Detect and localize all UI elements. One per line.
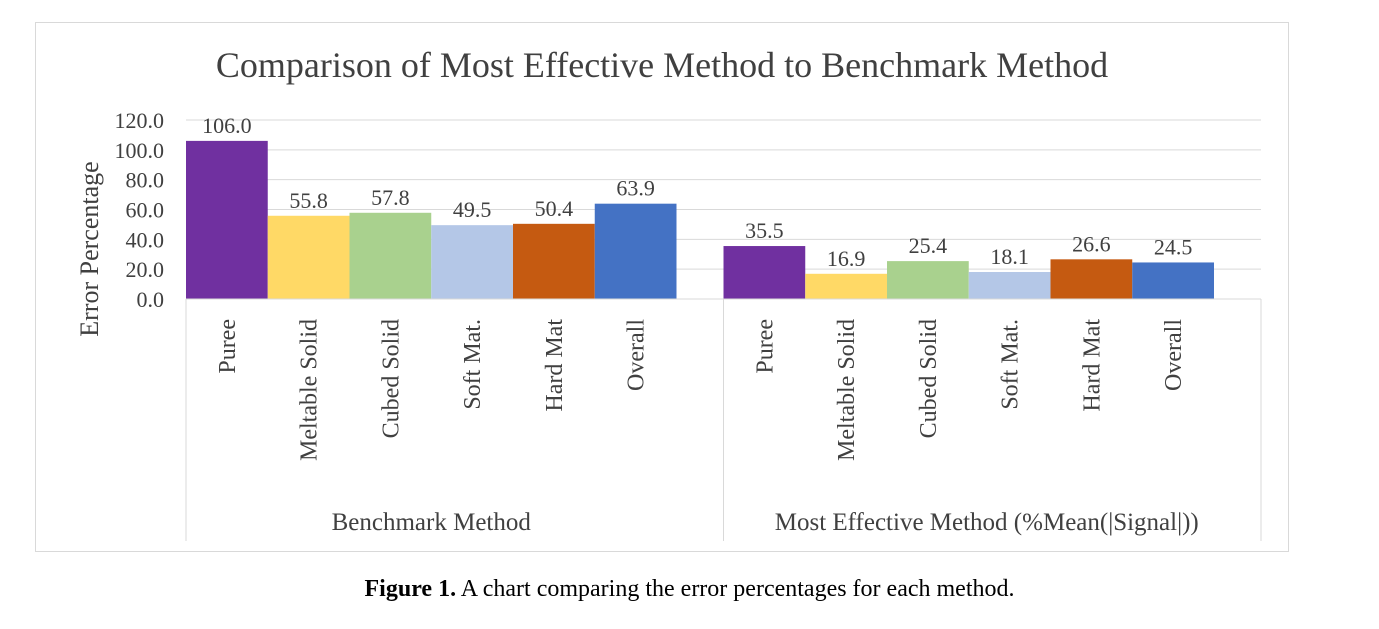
x-tick-label: Cubed Solid bbox=[916, 319, 942, 438]
bar bbox=[513, 223, 595, 299]
data-label: 24.5 bbox=[1154, 234, 1193, 259]
data-label: 57.8 bbox=[371, 185, 410, 210]
data-label: 25.4 bbox=[909, 233, 948, 258]
x-tick-label: Meltable Solid bbox=[297, 319, 323, 461]
y-tick-label: 100.0 bbox=[115, 138, 165, 163]
bar bbox=[887, 261, 969, 299]
x-tick-label: Soft Mat. bbox=[998, 319, 1024, 410]
bar bbox=[1050, 259, 1133, 299]
y-tick-label: 120.0 bbox=[115, 108, 165, 133]
bar bbox=[594, 203, 677, 299]
chart-title: Comparison of Most Effective Method to B… bbox=[216, 45, 1108, 85]
bar bbox=[1132, 262, 1214, 299]
figure-caption-text: A chart comparing the error percentages … bbox=[456, 576, 1015, 602]
bar-chart: Comparison of Most Effective Method to B… bbox=[75, 45, 1262, 541]
data-label: 18.1 bbox=[990, 244, 1029, 269]
data-label: 106.0 bbox=[202, 113, 252, 138]
y-tick-labels: 0.0 20.0 40.0 60.0 80.0 100.0 120.0 bbox=[115, 108, 165, 312]
x-tick-label: Puree bbox=[752, 319, 778, 374]
x-tick-label: Hard Mat bbox=[1079, 319, 1105, 412]
data-label: 63.9 bbox=[616, 176, 655, 201]
data-label: 26.6 bbox=[1072, 231, 1111, 256]
y-tick-label: 20.0 bbox=[126, 257, 165, 282]
x-tick-label: Cubed Solid bbox=[378, 319, 404, 438]
bar bbox=[349, 212, 432, 299]
group-label: Benchmark Method bbox=[332, 509, 532, 536]
x-tick-label: Soft Mat. bbox=[460, 319, 486, 410]
y-tick-label: 0.0 bbox=[137, 287, 165, 312]
y-axis-label: Error Percentage bbox=[75, 161, 104, 336]
data-label: 55.8 bbox=[289, 188, 328, 213]
bar bbox=[186, 140, 268, 299]
data-label: 49.5 bbox=[453, 197, 492, 222]
x-tick-label: Meltable Solid bbox=[834, 319, 860, 461]
data-label: 16.9 bbox=[827, 246, 866, 271]
bars bbox=[186, 140, 1214, 299]
chart-frame: Comparison of Most Effective Method to B… bbox=[35, 22, 1289, 552]
y-tick-label: 40.0 bbox=[126, 227, 165, 252]
bar bbox=[805, 273, 887, 299]
x-tick-label: Puree bbox=[215, 319, 241, 374]
data-label: 50.4 bbox=[535, 196, 574, 221]
data-label: 35.5 bbox=[745, 218, 784, 243]
bar bbox=[267, 215, 350, 299]
bar bbox=[723, 246, 806, 299]
x-tick-label: Overall bbox=[624, 319, 650, 391]
data-labels: 106.0 55.8 57.8 49.5 50.4 63.9 35.5 16.9 25.4 18.… bbox=[202, 113, 1192, 271]
x-tick-label: Overall bbox=[1161, 319, 1187, 391]
y-tick-label: 80.0 bbox=[126, 168, 165, 193]
y-tick-label: 60.0 bbox=[126, 198, 165, 223]
group-label: Most Effective Method (%Mean(|Signal|)) bbox=[775, 509, 1199, 536]
x-axis: Puree Meltable Solid Cubed Solid Soft Mat. H… bbox=[185, 298, 1262, 541]
bar bbox=[968, 272, 1051, 299]
bar bbox=[431, 225, 513, 299]
x-tick-label: Hard Mat bbox=[542, 319, 568, 412]
figure-label: Figure 1. bbox=[364, 576, 457, 602]
figure-caption: Figure 1. A chart comparing the error pe… bbox=[0, 576, 1379, 603]
